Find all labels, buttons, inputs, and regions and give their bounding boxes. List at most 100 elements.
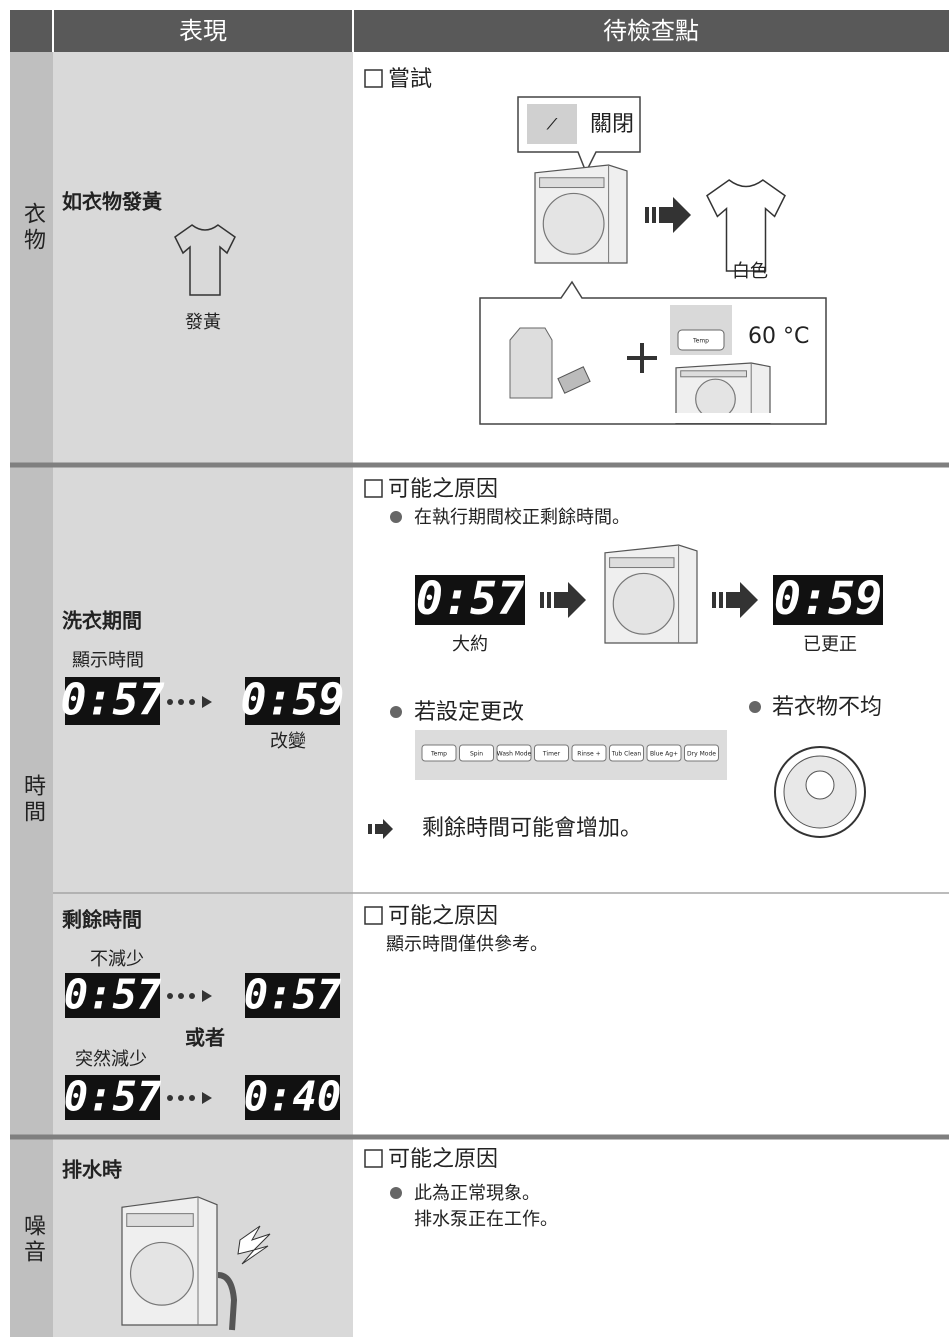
- display: [65, 677, 160, 725]
- arrow: [712, 592, 716, 608]
- text: 衣物: [20, 202, 46, 254]
- checkbox: [364, 479, 383, 498]
- text: 顯示時間: [72, 650, 144, 671]
- text: Timer: [542, 751, 561, 758]
- washer-panel: [609, 557, 675, 569]
- arrow: [554, 582, 586, 618]
- panel-button: [421, 744, 457, 762]
- text: 待檢查點: [603, 17, 699, 45]
- arrow-head: [202, 1092, 212, 1104]
- text: 剩餘時間: [62, 908, 142, 932]
- display: [245, 973, 340, 1018]
- text: 發黃: [185, 312, 221, 333]
- checkbox: [364, 906, 383, 925]
- text: 如衣物發黃: [62, 190, 162, 214]
- text: 時間: [20, 774, 45, 826]
- text: 表現: [179, 17, 227, 45]
- arrow: [652, 207, 656, 223]
- washer-door: [542, 192, 605, 255]
- crop: [670, 413, 780, 423]
- drain-hose: [217, 1272, 238, 1331]
- panel-button: [496, 744, 532, 762]
- arrow: [719, 592, 723, 608]
- text: 可能之原因: [388, 1147, 498, 1172]
- text: 已更正: [803, 634, 857, 655]
- text: 排水泵正在工作。: [414, 1209, 558, 1230]
- display-value: 0:57: [64, 1073, 162, 1121]
- dot: [167, 993, 173, 999]
- washer-door: [612, 572, 675, 635]
- washer-panel: [539, 177, 605, 189]
- display: [415, 575, 525, 625]
- text: 在執行期間校正剩餘時間。: [414, 507, 630, 528]
- display-value: 0:40: [244, 1073, 342, 1121]
- dot: [167, 1095, 173, 1101]
- header-bar: [10, 10, 949, 52]
- text: 60 °C: [748, 324, 809, 349]
- panel-button: [534, 744, 569, 762]
- arrow: [547, 592, 551, 608]
- drum-hub: [805, 770, 835, 800]
- category-column: [10, 52, 53, 1337]
- text: 關閉: [590, 112, 634, 137]
- shirt-icon: [174, 224, 236, 296]
- dot: [167, 699, 173, 705]
- panel-button: [571, 744, 607, 762]
- shirt-icon: [706, 179, 786, 272]
- ag-icon: [527, 104, 577, 144]
- text: 若設定更改: [414, 700, 524, 725]
- plus: [627, 343, 657, 373]
- scoop: [557, 366, 591, 394]
- text: 嘗試: [388, 67, 432, 92]
- temp-button: [677, 329, 725, 351]
- display: [245, 677, 340, 725]
- display: [65, 973, 160, 1018]
- detergent-bag: [509, 327, 553, 399]
- text: Blue Ag+: [650, 751, 678, 758]
- panel-button: [609, 744, 644, 762]
- text: 剩餘時間可能會增加。: [422, 816, 642, 841]
- arrow: [659, 197, 691, 233]
- bullet: [390, 1187, 402, 1199]
- text: 不減少: [90, 949, 144, 970]
- text: 突然減少: [75, 1049, 147, 1070]
- text: 顯示時間僅供參考。: [386, 934, 548, 955]
- dot: [178, 1095, 184, 1101]
- bullet: [390, 706, 402, 718]
- text: 若衣物不均: [772, 695, 882, 720]
- text: Spin: [470, 751, 483, 758]
- arrow: [726, 582, 758, 618]
- lightning: [237, 1225, 271, 1265]
- text: 此為正常現象。: [414, 1183, 540, 1204]
- washer-door: [129, 1241, 194, 1306]
- text: 排水時: [62, 1158, 122, 1182]
- washer-icon: [604, 544, 698, 644]
- display: [65, 1075, 160, 1120]
- text: 可能之原因: [388, 477, 498, 502]
- checkbox: [364, 69, 383, 88]
- washer-panel: [126, 1213, 194, 1227]
- text: Dry Mode: [687, 751, 716, 758]
- text: 大約: [452, 634, 488, 655]
- text: Temp: [692, 338, 709, 345]
- bullet: [390, 511, 402, 523]
- arrow: [645, 207, 649, 223]
- dot: [189, 699, 195, 705]
- panel-button: [459, 744, 494, 762]
- washer-icon: [534, 164, 628, 264]
- dot: [189, 993, 195, 999]
- text: Wash Mode: [497, 751, 532, 758]
- display-value: 0:57: [64, 971, 162, 1019]
- text: 噪音: [20, 1214, 45, 1266]
- display-value: 0:59: [774, 572, 882, 625]
- panel-button: [684, 744, 719, 762]
- text: Tub Clean: [611, 751, 641, 758]
- text: 或者: [185, 1026, 225, 1050]
- text: Temp: [430, 751, 447, 758]
- text: Rinse +: [577, 751, 600, 758]
- display-value: 0:59: [240, 676, 344, 726]
- arrow-head: [202, 696, 212, 708]
- display: [773, 575, 883, 625]
- text: 洗衣期間: [62, 609, 142, 633]
